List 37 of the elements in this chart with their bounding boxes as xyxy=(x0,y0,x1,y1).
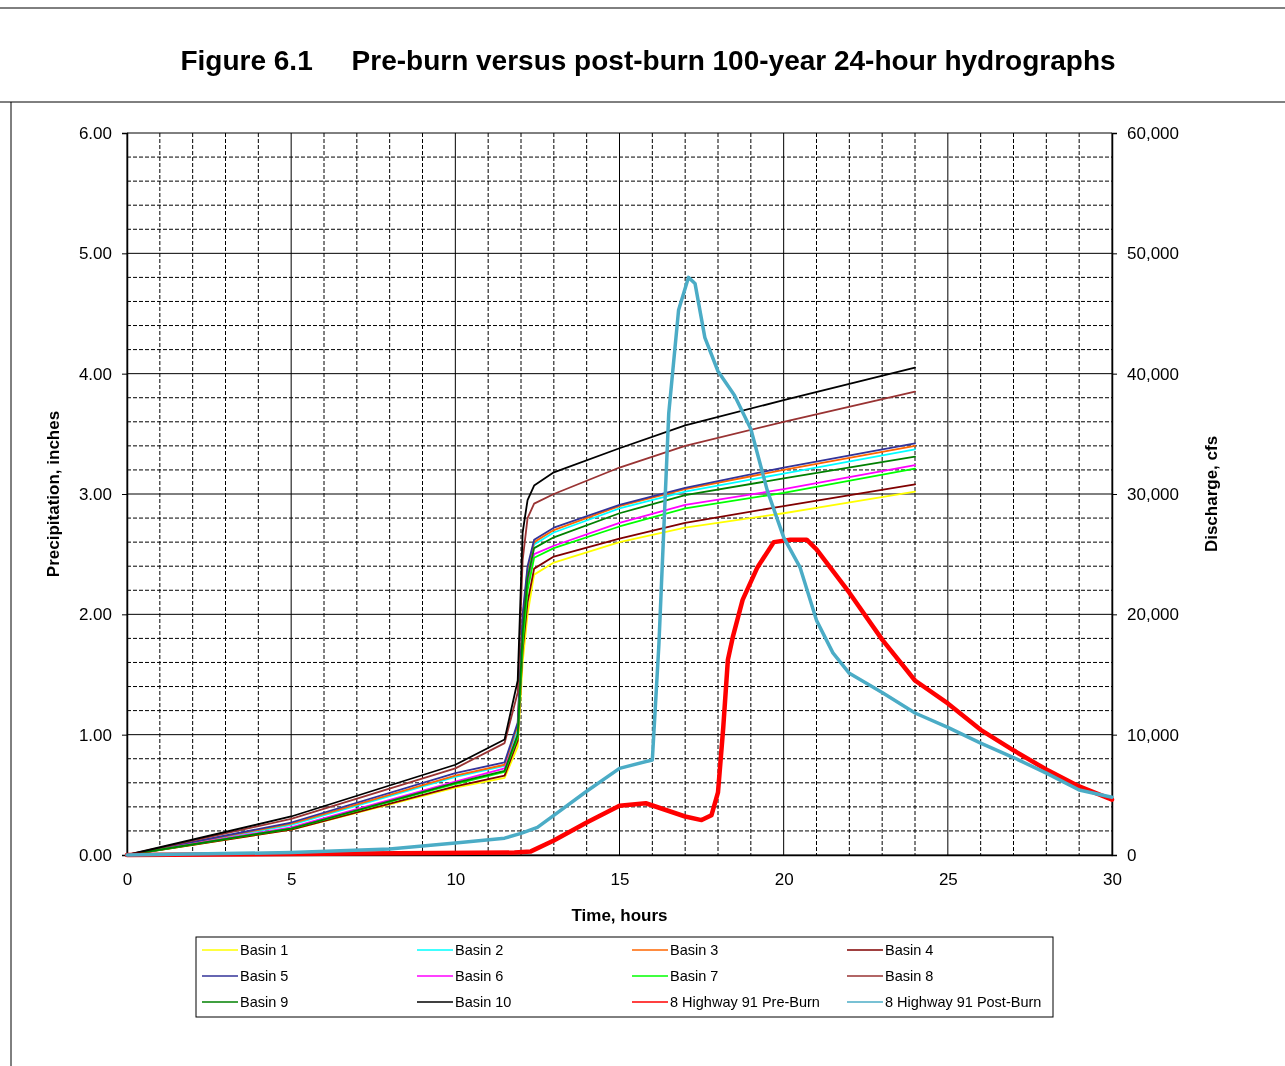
y-tick-label: 2.00 xyxy=(78,605,112,625)
x-tick-label: 30 xyxy=(1103,870,1122,890)
x-tick-label: 15 xyxy=(610,870,630,890)
legend-label: Basin 9 xyxy=(240,994,289,1010)
legend-label: Basin 3 xyxy=(670,942,719,958)
y-tick-label: 6.00 xyxy=(78,123,112,143)
x-tick-label: 25 xyxy=(938,870,958,890)
legend-label: Basin 2 xyxy=(455,942,504,958)
x-tick-label: 5 xyxy=(286,870,297,890)
y-tick-label: 0.00 xyxy=(78,845,112,865)
legend-label: Basin 1 xyxy=(240,942,289,958)
y-tick-label: 5.00 xyxy=(78,244,112,264)
legend-label: 8 Highway 91 Pre-Burn xyxy=(670,994,820,1010)
y-tick-label: 4.00 xyxy=(78,364,112,384)
legend-label: Basin 4 xyxy=(885,942,934,958)
legend-label: 8 Highway 91 Post-Burn xyxy=(885,994,1042,1010)
y2-tick-label: 10,000 xyxy=(1127,725,1179,745)
legend-label: Basin 5 xyxy=(240,968,289,984)
y-tick-label: 1.00 xyxy=(78,725,112,745)
chart-title: Figure 6.1 Pre-burn versus post-burn 100-year 24-hour hydrographs xyxy=(180,45,1116,76)
x-tick-label: 20 xyxy=(774,870,794,890)
y2-tick-label: 60,000 xyxy=(1127,123,1179,143)
y2-tick-label: 40,000 xyxy=(1127,364,1179,384)
x-axis-title: Time, hours xyxy=(571,906,668,925)
legend-label: Basin 10 xyxy=(455,994,512,1010)
y-tick-label: 3.00 xyxy=(78,484,112,504)
x-tick-label: 10 xyxy=(446,870,466,890)
legend-label: Basin 6 xyxy=(455,968,504,984)
y2-axis-title: Discharge, cfs xyxy=(1202,435,1221,553)
legend-label: Basin 7 xyxy=(670,968,719,984)
legend-label: Basin 8 xyxy=(885,968,934,984)
y2-tick-label: 30,000 xyxy=(1127,484,1179,504)
y-axis-title: Precipitation, inches xyxy=(44,410,63,578)
y2-tick-label: 50,000 xyxy=(1127,244,1179,264)
x-tick-label: 0 xyxy=(122,870,133,890)
y2-tick-label: 20,000 xyxy=(1127,605,1179,625)
y2-tick-label: 0 xyxy=(1127,845,1137,865)
